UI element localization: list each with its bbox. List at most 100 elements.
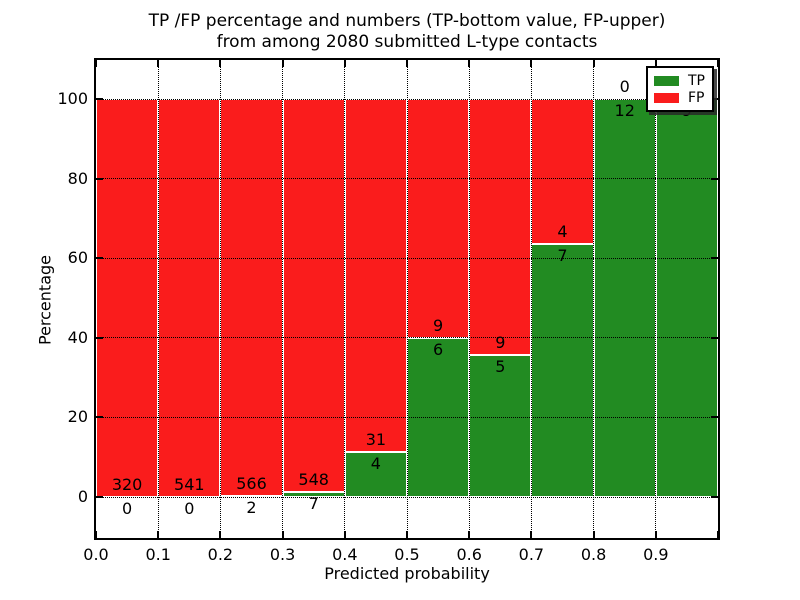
- y-tick-mark: [96, 257, 103, 260]
- x-tick-mark: [654, 60, 657, 67]
- gridline-horizontal: [96, 416, 718, 418]
- y-tick-label: 80: [67, 168, 88, 188]
- tp-count-label: 0: [184, 499, 195, 518]
- tp-legend-swatch: [654, 75, 679, 86]
- y-tick-label: 20: [67, 407, 88, 427]
- tp-bar-segment: [344, 451, 407, 497]
- legend-label-tp: TP: [688, 72, 705, 89]
- chart-title-line1: TP /FP percentage and numbers (TP-bottom…: [148, 11, 666, 31]
- gridline-vertical: [282, 60, 284, 538]
- legend-entry-fp: FP: [654, 90, 706, 106]
- tp-bar-segment: [531, 243, 594, 497]
- fp-bar-segment: [158, 99, 221, 497]
- y-tick-mark: [96, 416, 103, 419]
- x-tick-mark: [219, 531, 222, 538]
- fp-bar-segment: [469, 99, 532, 355]
- y-tick-mark: [96, 496, 103, 498]
- x-tick-mark: [717, 60, 719, 67]
- y-tick-mark: [96, 177, 103, 180]
- x-tick-label: 0.0: [83, 545, 109, 564]
- legend: TP FP: [646, 66, 714, 112]
- legend-label-fp: FP: [688, 89, 705, 106]
- fp-count-label: 31: [365, 429, 387, 449]
- x-tick-mark: [530, 531, 533, 538]
- gridline-vertical: [406, 60, 408, 538]
- x-tick-mark: [468, 60, 471, 67]
- gridline-horizontal: [96, 257, 718, 259]
- y-tick-label: 0: [77, 487, 88, 506]
- tp-bar-segment: [282, 491, 345, 497]
- x-tick-mark: [281, 531, 284, 538]
- fp-count-label: 320: [111, 475, 143, 494]
- x-tick-label: 0.3: [269, 545, 296, 564]
- x-tick-mark: [592, 531, 595, 538]
- chart-title: TP /FP percentage and numbers (TP-bottom…: [96, 11, 718, 53]
- chart-title-line2: from among 2080 submitted L-type contact…: [216, 32, 598, 52]
- fp-legend-swatch: [654, 92, 679, 103]
- fp-bar-segment: [344, 99, 407, 452]
- y-tick-mark: [711, 257, 718, 260]
- gridline-horizontal: [96, 496, 718, 498]
- x-tick-mark: [157, 60, 160, 67]
- gridline-vertical: [530, 60, 532, 538]
- gridline-horizontal: [96, 98, 718, 100]
- fp-count-label: 548: [298, 469, 329, 489]
- y-tick-mark: [711, 177, 718, 180]
- x-tick-label: 0.7: [518, 545, 545, 564]
- y-tick-label: 40: [67, 327, 88, 347]
- y-tick-mark: [711, 416, 718, 419]
- x-tick-label: 0.4: [332, 545, 358, 564]
- fp-count-label: 0: [619, 77, 630, 96]
- tp-bar-segment: [593, 99, 656, 497]
- x-tick-mark: [95, 531, 97, 538]
- fp-count-label: 4: [557, 221, 568, 241]
- tp-count-label: 4: [370, 453, 381, 473]
- x-tick-mark: [406, 60, 408, 67]
- x-tick-mark: [592, 60, 595, 67]
- x-tick-mark: [717, 531, 719, 538]
- y-tick-mark: [96, 336, 103, 339]
- tp-count-label: 5: [495, 356, 506, 376]
- y-tick-mark: [711, 336, 718, 339]
- x-tick-mark: [406, 531, 408, 538]
- tp-count-label: 12: [614, 101, 635, 120]
- x-tick-label: 0.6: [456, 545, 482, 564]
- gridline-horizontal: [96, 337, 718, 339]
- x-tick-mark: [281, 60, 284, 67]
- x-tick-label: 0.8: [580, 545, 607, 564]
- y-tick-mark: [96, 98, 103, 100]
- y-tick-mark: [711, 496, 718, 498]
- gridline-horizontal: [96, 178, 718, 180]
- gridline-vertical: [655, 60, 657, 538]
- fp-bar-segment: [220, 99, 283, 496]
- tp-bar-segment: [469, 354, 532, 497]
- fp-count-label: 9: [433, 315, 444, 335]
- tp-count-label: 6: [433, 339, 444, 359]
- tp-count-label: 7: [308, 493, 319, 513]
- x-tick-mark: [654, 531, 657, 538]
- x-tick-mark: [219, 60, 222, 67]
- gridline-vertical: [593, 60, 595, 538]
- fp-bar-segment: [96, 99, 159, 497]
- y-tick-mark: [711, 98, 718, 100]
- plot-area: 3200541056625487314969547012090.00.10.20…: [57, 58, 720, 564]
- gridline-vertical: [157, 60, 159, 538]
- gridline-vertical: [344, 60, 346, 538]
- x-tick-mark: [530, 60, 533, 67]
- tp-bar-segment: [655, 99, 718, 497]
- y-tick-label: 60: [67, 248, 88, 268]
- x-tick-label: 0.2: [207, 545, 234, 564]
- x-axis-label: Predicted probability: [324, 564, 490, 583]
- y-tick-label: 100: [57, 89, 88, 108]
- x-tick-mark: [95, 60, 97, 67]
- fp-count-label: 566: [236, 473, 267, 493]
- x-tick-mark: [157, 531, 160, 538]
- legend-entry-tp: TP: [654, 73, 706, 89]
- tp-count-label: 0: [122, 499, 133, 518]
- fp-bar-segment: [407, 99, 470, 338]
- x-tick-label: 0.1: [145, 545, 171, 564]
- x-tick-mark: [468, 531, 471, 538]
- fp-bar-segment: [282, 99, 345, 492]
- x-tick-label: 0.5: [394, 545, 420, 564]
- x-tick-mark: [343, 60, 346, 67]
